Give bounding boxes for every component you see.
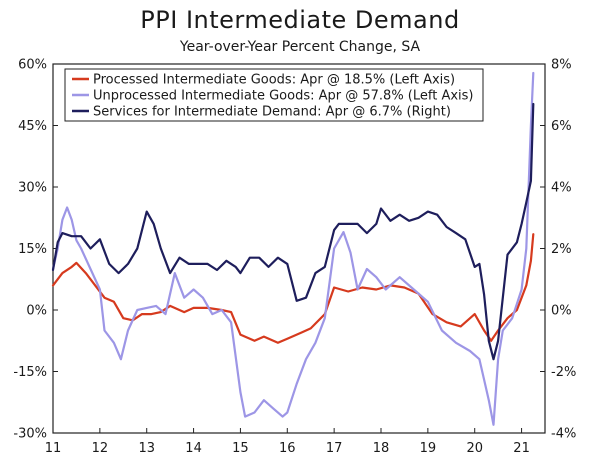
legend-label: Processed Intermediate Goods: Apr @ 18.5… — [93, 73, 455, 88]
left-axis-tick-label: 30% — [18, 181, 47, 196]
right-axis-tick-label: 0% — [551, 304, 572, 319]
chart-subtitle: Year-over-Year Percent Change, SA — [179, 39, 421, 55]
right-axis-tick-label: -4% — [551, 427, 576, 442]
right-axis-tick-label: 2% — [551, 242, 572, 257]
series-line-processed-intermediate-goods — [51, 233, 535, 344]
series-line-services-for-intermediate-demand — [51, 102, 535, 361]
x-axis-tick-label: 13 — [138, 441, 155, 456]
x-axis-tick-label: 17 — [326, 441, 343, 456]
x-axis-tick-label: 21 — [513, 441, 530, 456]
legend-box — [64, 68, 484, 122]
right-axis-tick-label: -2% — [551, 365, 576, 380]
chart-title: PPI Intermediate Demand — [140, 6, 460, 34]
legend-label: Services for Intermediate Demand: Apr @ … — [93, 105, 451, 120]
left-axis-tick-label: 15% — [18, 242, 47, 257]
x-axis-tick-label: 12 — [92, 441, 109, 456]
x-axis-tick-label: 20 — [466, 441, 483, 456]
left-axis-tick-label: 0% — [26, 304, 47, 319]
x-axis-tick-label: 19 — [420, 441, 437, 456]
right-axis-tick-label: 4% — [551, 181, 572, 196]
left-axis-tick-label: 45% — [18, 119, 47, 134]
left-axis-tick-label: -15% — [13, 365, 47, 380]
x-axis-tick-label: 15 — [232, 441, 249, 456]
right-axis-tick-label: 8% — [551, 58, 572, 73]
left-axis-tick-label: -30% — [13, 427, 47, 442]
left-axis-tick-label: 60% — [18, 58, 47, 73]
x-axis-tick-label: 16 — [279, 441, 296, 456]
series-line-unprocessed-intermediate-goods — [51, 71, 535, 426]
x-axis-tick-label: 18 — [373, 441, 390, 456]
x-axis-tick-label: 14 — [185, 441, 202, 456]
legend-label: Unprocessed Intermediate Goods: Apr @ 57… — [93, 89, 474, 104]
right-axis-tick-label: 6% — [551, 119, 572, 134]
x-axis-tick-label: 11 — [45, 441, 62, 456]
